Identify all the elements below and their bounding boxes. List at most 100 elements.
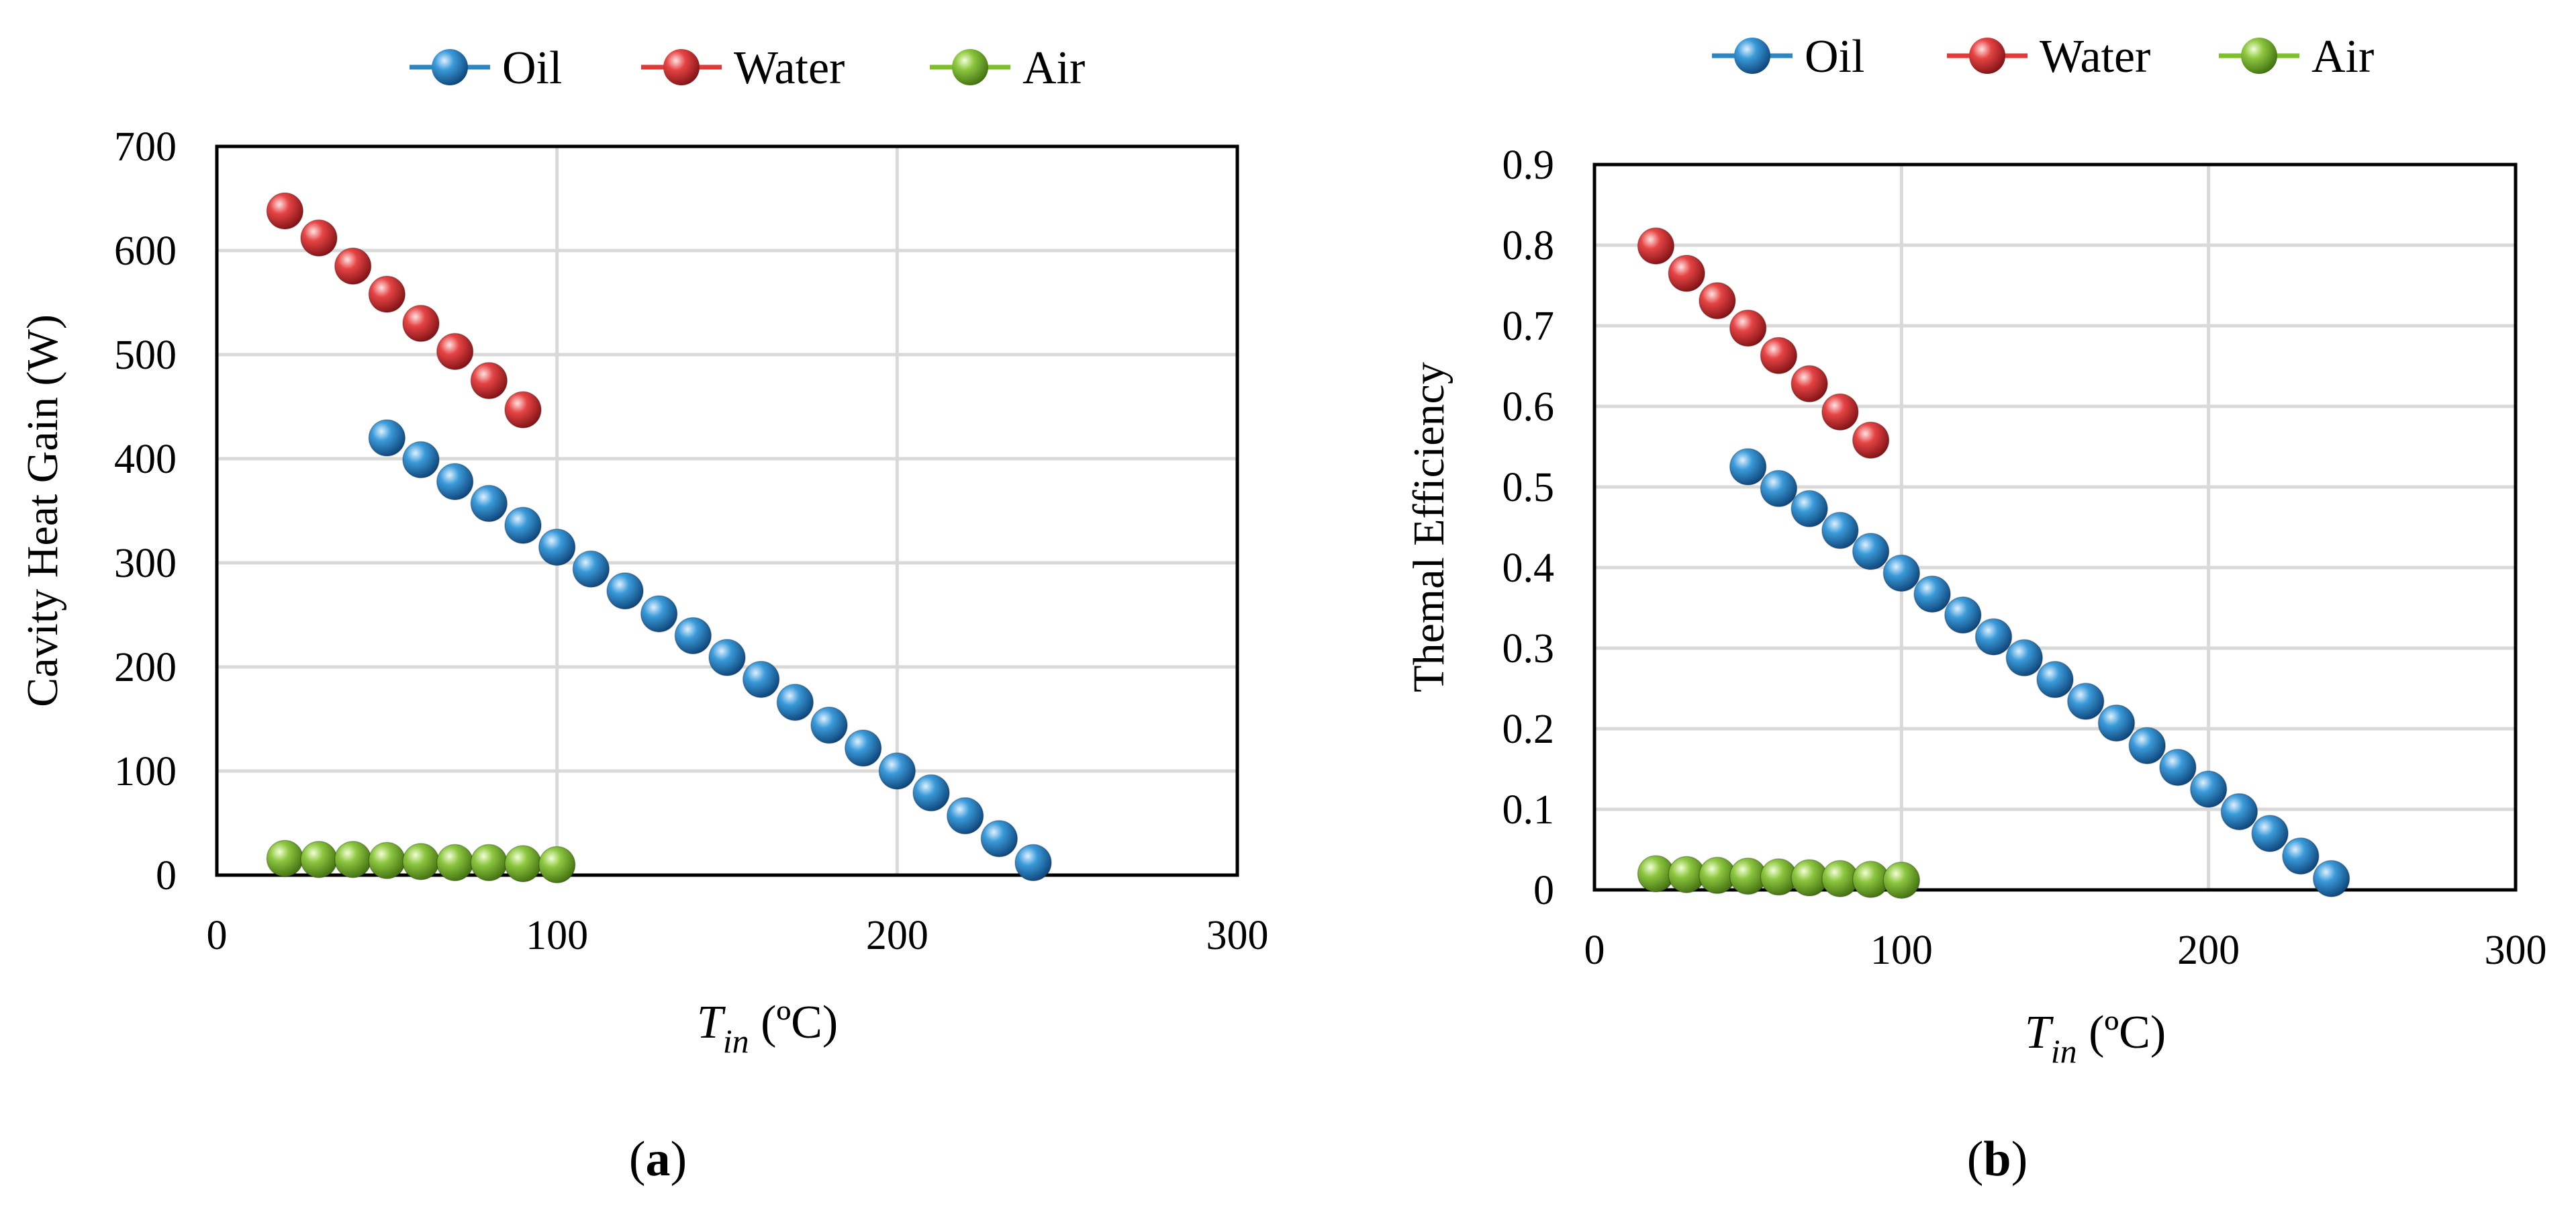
data-point-oil — [878, 752, 916, 790]
data-point-water — [1729, 309, 1767, 347]
legend-label: Oil — [1805, 31, 1864, 83]
data-point-oil — [1974, 618, 2013, 655]
data-point-oil — [2036, 661, 2074, 698]
legend-entry-air: Air — [930, 42, 1085, 94]
data-point-oil — [2220, 793, 2258, 831]
y-tick-label: 0.5 — [1502, 465, 1555, 510]
x-tick-label: 0 — [1584, 928, 1605, 973]
x-tick-label: 100 — [1870, 928, 1933, 973]
data-point-oil — [810, 707, 848, 744]
panel-label: (b) — [1967, 1132, 2028, 1187]
y-tick-label: 0.2 — [1502, 707, 1555, 752]
data-point-oil — [2097, 704, 2136, 742]
y-axis-label: Themal Efficiency — [1404, 362, 1453, 692]
series-water — [1637, 227, 1890, 459]
data-point-water — [1791, 365, 1828, 403]
data-point-water — [266, 192, 304, 230]
data-point-oil — [674, 617, 712, 655]
y-tick-label: 0.4 — [1502, 545, 1555, 591]
data-point-oil — [1882, 554, 1921, 592]
legend-entry-air: Air — [2219, 31, 2374, 83]
legend-marker — [2241, 38, 2277, 74]
y-tick-label: 0.3 — [1502, 626, 1555, 672]
x-tick-label: 300 — [1206, 913, 1269, 958]
data-point-water — [470, 362, 508, 400]
legend-marker — [952, 49, 988, 85]
data-point-oil — [2128, 727, 2166, 764]
series-water — [266, 192, 542, 428]
data-point-water — [1699, 282, 1736, 320]
data-point-oil — [776, 683, 814, 721]
legend-label: Oil — [502, 42, 562, 94]
data-point-water — [504, 391, 542, 428]
data-point-oil — [1913, 575, 1951, 613]
data-point-air — [266, 840, 304, 877]
data-point-air — [538, 846, 576, 884]
data-point-oil — [2066, 682, 2105, 720]
y-tick-label: 0 — [1533, 868, 1554, 913]
series-oil — [1729, 448, 2350, 897]
data-point-oil — [2251, 815, 2289, 852]
legend-entry-oil: Oil — [410, 42, 562, 94]
data-point-oil — [980, 820, 1018, 858]
data-point-oil — [1821, 512, 1859, 549]
data-point-oil — [606, 572, 644, 610]
data-point-air — [300, 841, 338, 878]
x-tick-label: 200 — [2177, 928, 2240, 973]
data-point-oil — [572, 550, 610, 588]
legend-entry-water: Water — [641, 42, 845, 94]
data-point-oil — [912, 774, 950, 812]
data-point-water — [1821, 393, 1859, 431]
y-tick-label: 0.8 — [1502, 223, 1555, 269]
y-axis-label: Cavity Heat Gain (W) — [18, 314, 67, 707]
data-point-oil — [436, 463, 474, 500]
x-tick-label: 200 — [866, 913, 928, 958]
y-tick-label: 100 — [114, 749, 177, 795]
data-point-water — [334, 247, 372, 285]
data-point-oil — [2005, 639, 2044, 677]
x-tick-label: 300 — [2485, 928, 2547, 973]
y-tick-label: 0.6 — [1502, 384, 1555, 430]
data-point-air — [470, 844, 508, 882]
legend-entry-water: Water — [1947, 31, 2150, 83]
y-tick-label: 0 — [156, 853, 177, 899]
y-tick-label: 700 — [114, 124, 177, 170]
y-tick-label: 400 — [114, 437, 177, 482]
data-point-oil — [1014, 844, 1052, 882]
data-point-oil — [2312, 860, 2350, 897]
series-air — [1637, 855, 1921, 899]
x-axis-label: Tin (ºC) — [2025, 1007, 2166, 1070]
y-tick-label: 500 — [114, 332, 177, 378]
data-point-oil — [946, 797, 984, 835]
legend-label: Air — [1022, 42, 1085, 94]
data-point-air — [334, 841, 372, 878]
chart-panel-b: 0 0.1 0.2 0.3 0.4 0.5 0.6 0.7 0.8 0.9 0 100 200 300 Th… — [1404, 31, 2547, 1187]
y-tick-label: 0.1 — [1502, 787, 1555, 833]
data-point-oil — [1729, 448, 1767, 486]
data-point-oil — [1852, 533, 1890, 570]
series-air — [266, 840, 576, 884]
plot-area-frame — [215, 144, 1239, 877]
legend-marker — [1734, 38, 1770, 74]
data-point-oil — [538, 529, 576, 566]
data-point-air — [504, 845, 542, 883]
data-point-air — [436, 844, 474, 882]
data-point-oil — [2282, 837, 2320, 875]
y-tick-label: 200 — [114, 645, 177, 690]
data-point-water — [1760, 336, 1798, 375]
legend-marker — [663, 49, 700, 85]
data-point-air — [1882, 861, 1921, 899]
data-point-oil — [640, 595, 678, 633]
y-tick-label: 0.9 — [1502, 142, 1555, 188]
data-point-oil — [742, 660, 780, 698]
data-point-water — [1668, 255, 1705, 292]
chart-panel-a: 0 100 200 300 400 500 600 700 0 100 200 300 Cavity H… — [18, 42, 1269, 1187]
data-point-water — [300, 219, 338, 257]
data-point-water — [436, 332, 474, 371]
data-point-oil — [470, 484, 508, 523]
x-tick-label: 0 — [207, 913, 228, 958]
data-point-oil — [1760, 469, 1798, 508]
data-point-oil — [2159, 748, 2197, 786]
data-point-water — [1637, 227, 1675, 265]
